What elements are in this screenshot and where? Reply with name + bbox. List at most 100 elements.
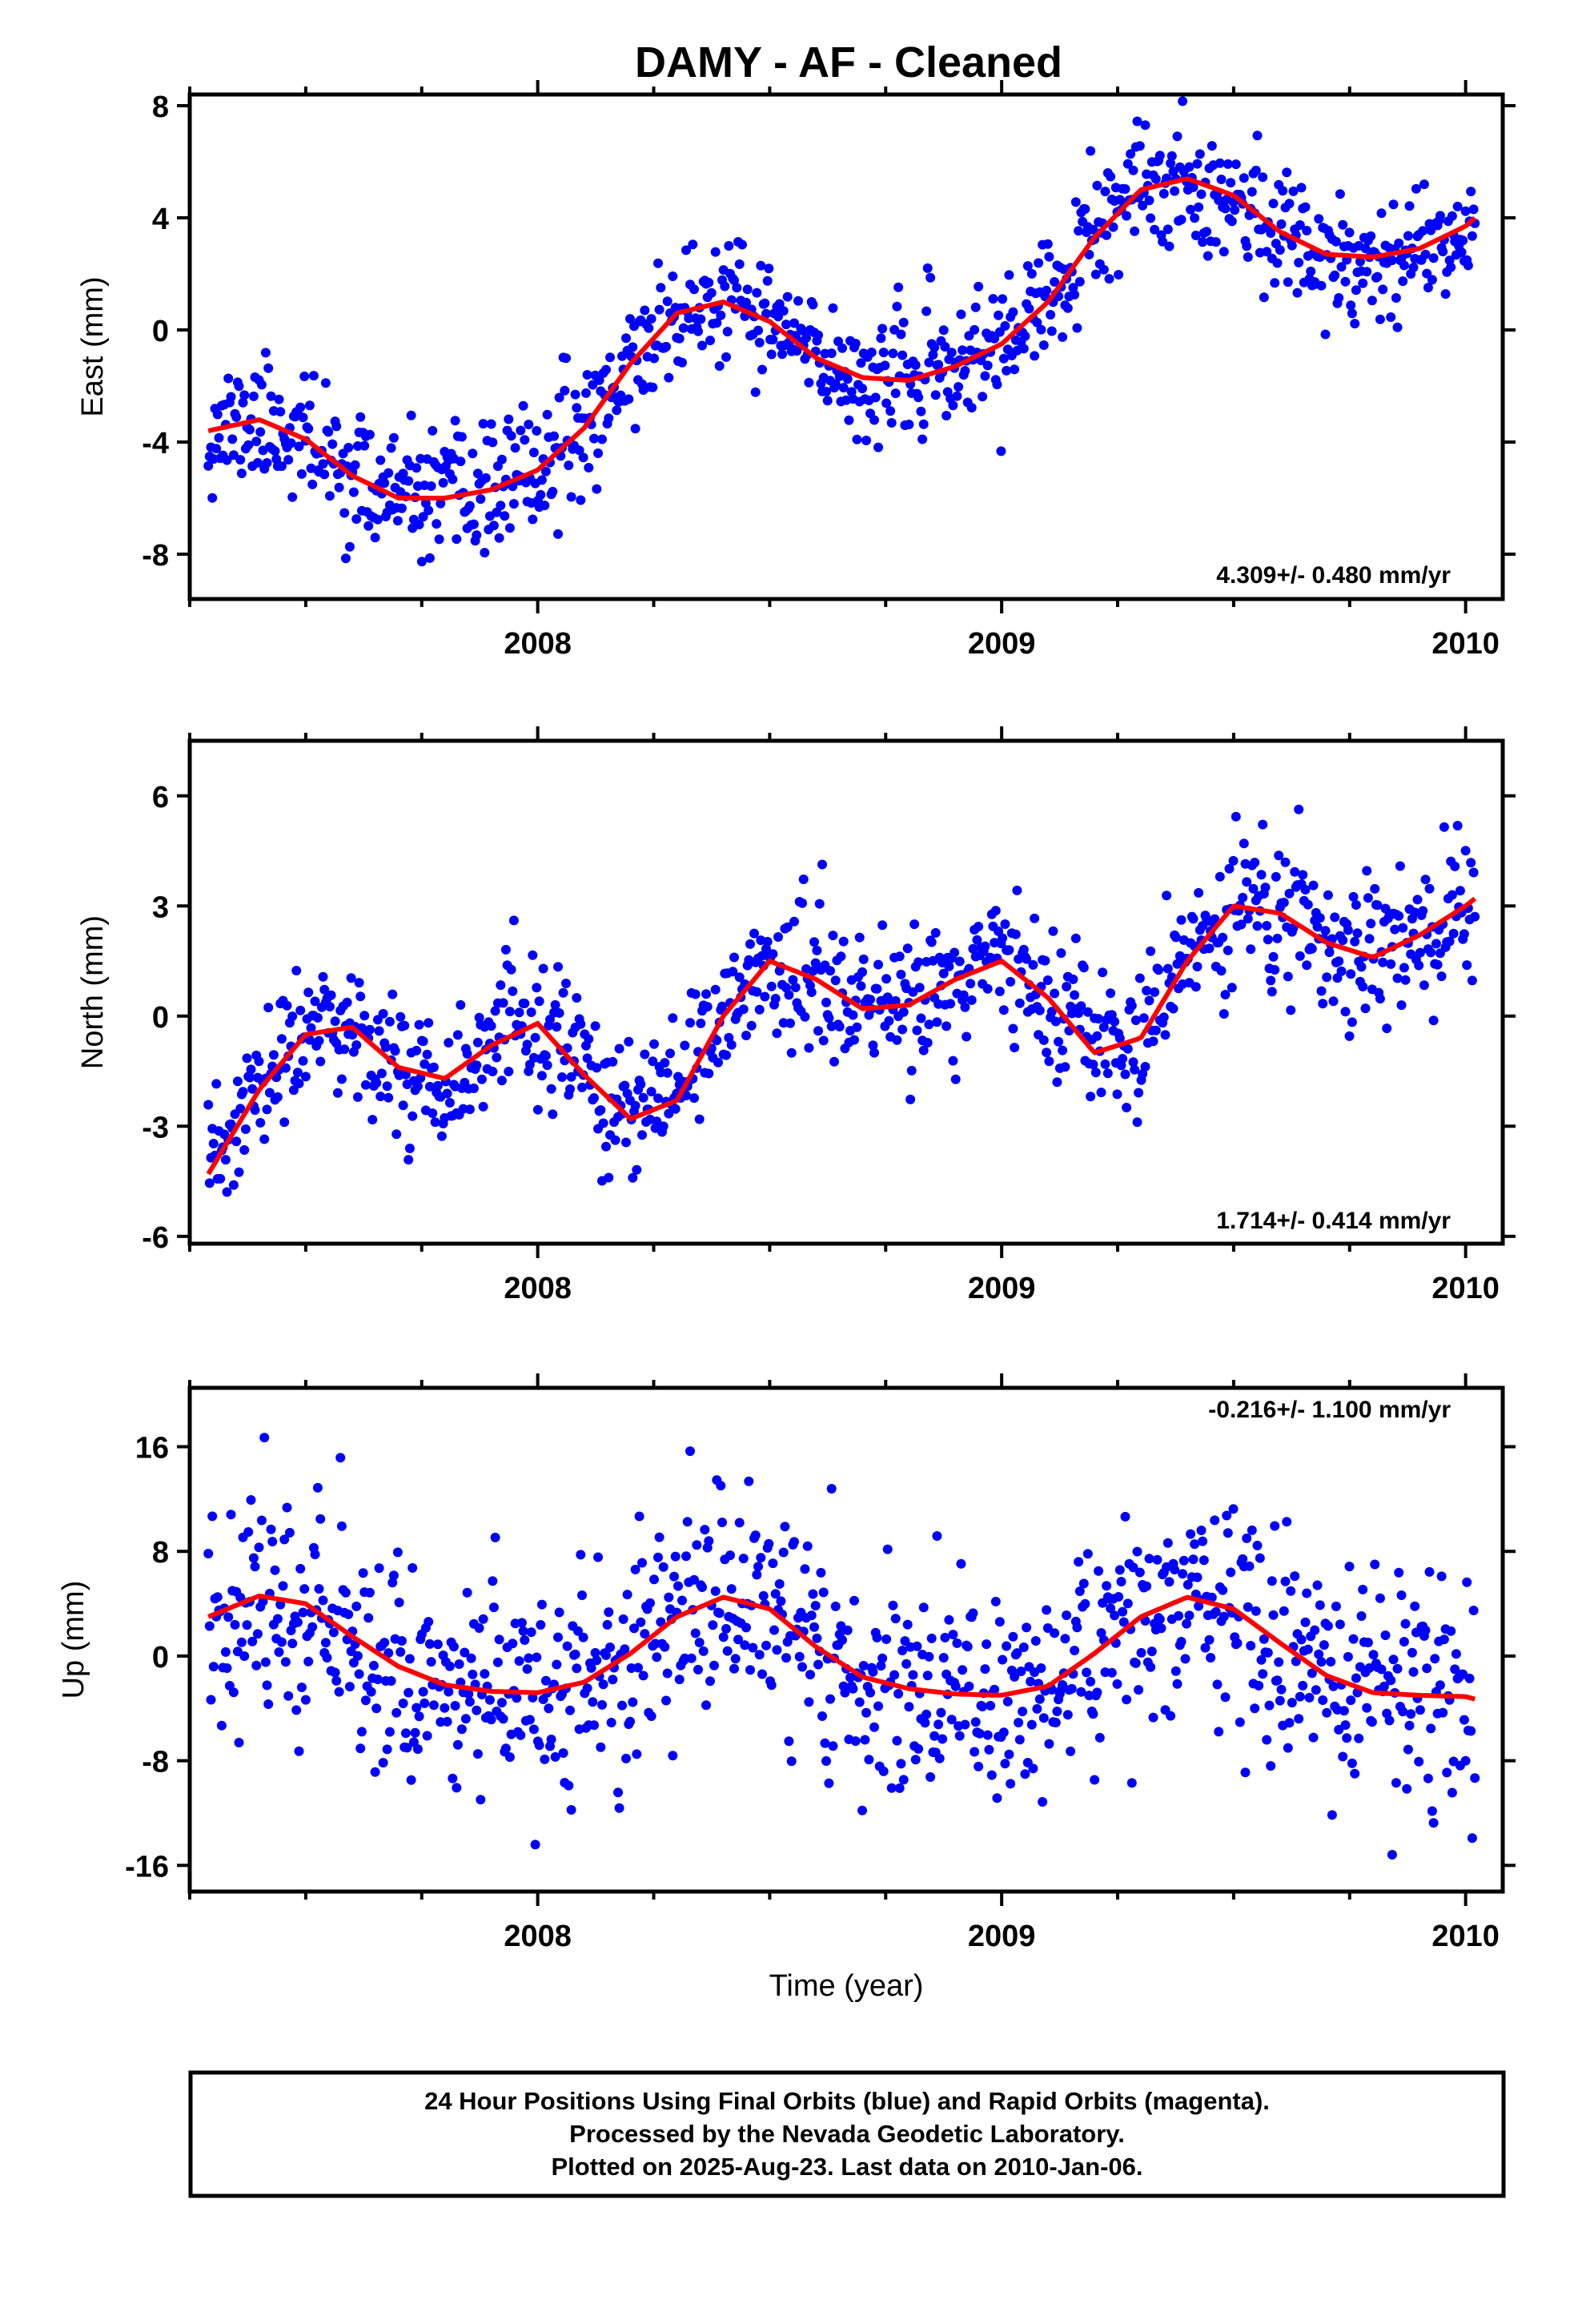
north-data-point xyxy=(1424,883,1435,894)
up-data-point xyxy=(1362,1703,1372,1713)
east-data-point xyxy=(428,425,438,436)
up-data-point xyxy=(343,1609,354,1619)
up-data-point xyxy=(1018,1707,1028,1717)
up-data-point xyxy=(868,1667,878,1677)
east-data-point xyxy=(383,468,394,478)
east-data-point xyxy=(426,481,436,491)
up-data-point xyxy=(1403,1744,1413,1755)
up-data-point xyxy=(466,1653,476,1663)
north-data-point xyxy=(938,968,949,979)
east-data-point xyxy=(520,435,530,445)
north-data-point xyxy=(250,1105,260,1116)
north-data-point xyxy=(914,983,925,993)
up-data-point xyxy=(251,1660,262,1671)
north-data-point xyxy=(749,928,759,939)
up-data-point xyxy=(1022,1622,1032,1633)
east-data-point xyxy=(1207,141,1217,151)
up-data-point xyxy=(1142,1581,1152,1591)
up-data-point xyxy=(896,1759,906,1769)
east-data-point xyxy=(1194,202,1204,212)
up-data-point xyxy=(387,1578,398,1588)
east-data-point xyxy=(1331,236,1341,247)
up-data-point xyxy=(1283,1743,1293,1753)
up-data-point xyxy=(741,1622,751,1633)
up-data-point xyxy=(328,1627,339,1638)
north-data-point xyxy=(596,1105,606,1116)
north-data-point xyxy=(1428,1015,1439,1026)
north-data-point xyxy=(1415,947,1425,958)
up-data-point xyxy=(1032,1703,1042,1714)
north-data-point xyxy=(1450,861,1460,871)
east-data-point xyxy=(1046,326,1057,336)
north-data-point xyxy=(263,1003,274,1013)
up-data-point xyxy=(566,1805,576,1815)
east-data-point xyxy=(916,406,926,416)
east-data-point xyxy=(508,499,519,509)
north-data-point xyxy=(1323,890,1333,900)
up-data-point xyxy=(488,1602,499,1613)
up-data-point xyxy=(1210,1515,1220,1526)
east-data-point xyxy=(1266,228,1276,238)
up-data-point xyxy=(262,1680,272,1691)
east-data-point xyxy=(880,360,890,371)
north-data-point xyxy=(378,1008,388,1019)
up-data-point xyxy=(452,1783,462,1793)
up-data-point xyxy=(813,1659,823,1670)
north-data-point xyxy=(922,1038,933,1047)
east-data-point xyxy=(363,521,374,531)
north-data-point xyxy=(231,1136,242,1147)
east-data-point xyxy=(992,380,1002,390)
up-data-point xyxy=(486,1715,496,1725)
north-data-point xyxy=(355,991,366,1002)
up-data-point xyxy=(1186,1529,1196,1539)
north-data-point xyxy=(1044,1056,1054,1067)
up-data-point xyxy=(617,1700,627,1711)
up-data-point xyxy=(1314,1649,1324,1659)
up-y-tick-label: -8 xyxy=(142,1746,169,1779)
north-data-point xyxy=(1392,973,1403,983)
north-data-point xyxy=(738,1004,749,1015)
up-data-point xyxy=(418,1687,428,1697)
up-data-point xyxy=(1244,1561,1255,1571)
north-data-point xyxy=(1210,914,1220,924)
up-data-point xyxy=(478,1614,488,1624)
up-data-point xyxy=(1311,1685,1321,1695)
up-data-point xyxy=(432,1639,443,1650)
up-data-point xyxy=(809,1622,819,1632)
east-data-point xyxy=(334,482,344,493)
up-data-point xyxy=(1026,1719,1037,1730)
east-data-point xyxy=(584,463,594,472)
up-data-point xyxy=(480,1669,490,1679)
up-data-point xyxy=(354,1669,364,1679)
up-data-point xyxy=(402,1743,412,1753)
north-data-point xyxy=(808,966,818,976)
up-data-point xyxy=(1218,1585,1228,1595)
east-data-point xyxy=(1150,224,1160,235)
east-data-point xyxy=(1000,321,1010,331)
up-data-point xyxy=(650,1638,661,1649)
east-data-point xyxy=(1247,187,1257,197)
up-data-point xyxy=(524,1653,534,1663)
up-data-point xyxy=(1182,1579,1193,1590)
up-data-point xyxy=(986,1700,996,1711)
north-rate-label: 1.714+/- 0.414 mm/yr xyxy=(1216,1208,1451,1234)
east-data-point xyxy=(1440,289,1451,300)
east-data-point xyxy=(646,314,656,324)
east-data-point xyxy=(1320,329,1331,340)
up-data-point xyxy=(528,1692,538,1703)
north-data-point xyxy=(408,1111,418,1121)
up-data-point xyxy=(1030,1636,1041,1646)
east-data-point xyxy=(1170,186,1180,196)
up-data-point xyxy=(382,1744,392,1755)
east-data-point xyxy=(1276,219,1287,229)
north-data-point xyxy=(444,1038,454,1047)
up-data-point xyxy=(850,1736,861,1747)
north-data-point xyxy=(468,1084,479,1093)
up-data-point xyxy=(860,1735,870,1745)
north-data-point xyxy=(857,967,867,977)
east-data-point xyxy=(1292,287,1303,298)
east-data-point xyxy=(601,364,611,375)
up-data-point xyxy=(968,1608,978,1618)
north-data-point xyxy=(1050,1016,1061,1027)
up-data-point xyxy=(259,1433,270,1443)
